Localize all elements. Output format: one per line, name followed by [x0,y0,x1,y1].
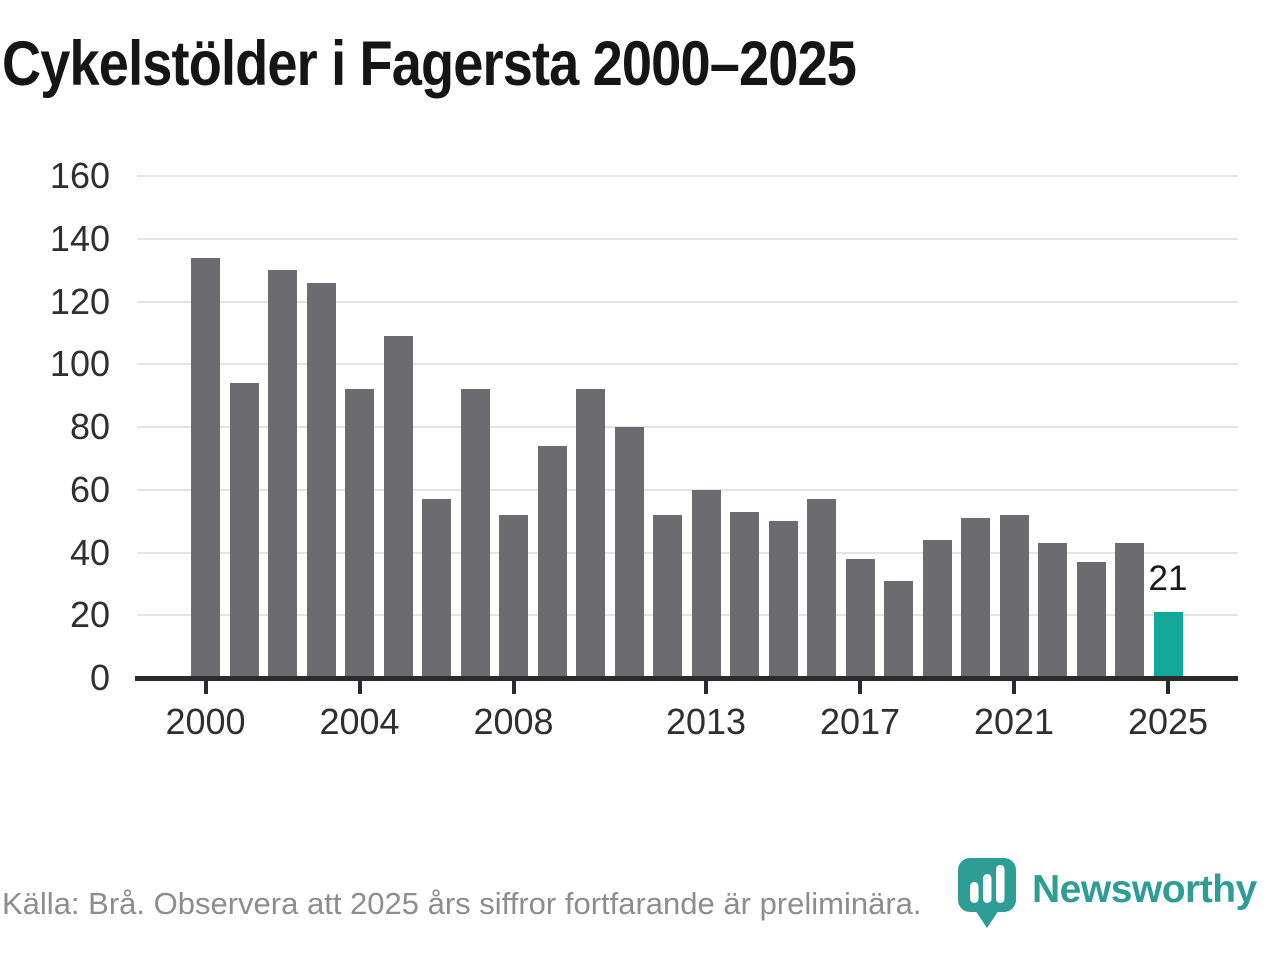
bar-2022 [1038,543,1067,679]
bar-2025 [1153,612,1183,679]
x-tick-2021 [1012,681,1016,694]
bar-2005 [383,336,413,679]
x-axis-label-2013: 2013 [665,701,747,742]
gridline-20 [137,614,1238,617]
x-axis-label-2025: 2025 [1127,701,1209,742]
bar-2002 [268,270,297,679]
y-axis-label-160: 160 [49,155,110,196]
newsworthy-logo-icon [958,858,1016,928]
x-tick-2008 [511,681,516,694]
gridline-120 [137,300,1238,303]
bar-2013 [691,489,721,679]
bar-2015 [768,521,798,679]
y-axis-label-120: 120 [49,280,110,322]
source-note: Källa: Brå. Observera att 2025 års siffr… [2,886,922,921]
x-tick-2000 [203,681,208,694]
bar-2008 [499,514,528,679]
bar-2018 [884,580,913,679]
bar-2001 [229,383,259,679]
bar-2003 [306,282,336,679]
bar-2006 [422,499,451,679]
x-tick-2013 [704,681,708,694]
gridline-100 [137,363,1238,366]
x-tick-2025 [1166,681,1170,694]
x-axis-label-2008: 2008 [473,701,554,742]
y-axis-label-100: 100 [49,343,110,385]
y-axis-label-140: 140 [49,217,110,259]
gridline-140 [137,237,1238,240]
bar-2023 [1076,561,1106,679]
bar-2019 [922,539,952,679]
gridline-80 [137,426,1238,428]
y-axis-label-40: 40 [69,531,110,573]
gridline-40 [137,551,1238,554]
bar-2024 [1115,543,1144,679]
x-axis-label-2021: 2021 [973,701,1055,742]
newsworthy-logo-text: Newsworthy [1032,868,1257,911]
bar-2000 [191,257,220,679]
y-axis-label-80: 80 [69,406,110,447]
x-axis-label-2004: 2004 [319,701,400,742]
x-tick-2004 [357,681,362,694]
x-axis-label-2017: 2017 [819,701,901,742]
gridline-60 [137,488,1238,491]
bar-2017 [845,558,875,679]
bar-2007 [460,389,490,679]
bar-2021 [999,514,1029,679]
bar-2009 [537,445,567,679]
bar-2016 [807,499,836,679]
bar-2004 [345,389,374,679]
gridline-160 [137,175,1238,177]
bar-2011 [614,427,644,679]
y-axis-label-60: 60 [69,468,110,510]
bar-2012 [653,514,682,679]
y-axis-label-0: 0 [89,657,110,698]
y-axis-label-20: 20 [69,594,110,636]
bar-2014 [730,511,759,679]
bar-2010 [576,389,605,679]
x-axis-line [135,676,1238,681]
chart-title: Cykelstölder i Fagersta 2000–2025 [2,29,857,99]
bar-2020 [961,517,990,679]
x-axis-label-2000: 2000 [165,701,246,742]
value-label-2025: 21 [1148,559,1188,598]
x-tick-2017 [858,681,862,694]
